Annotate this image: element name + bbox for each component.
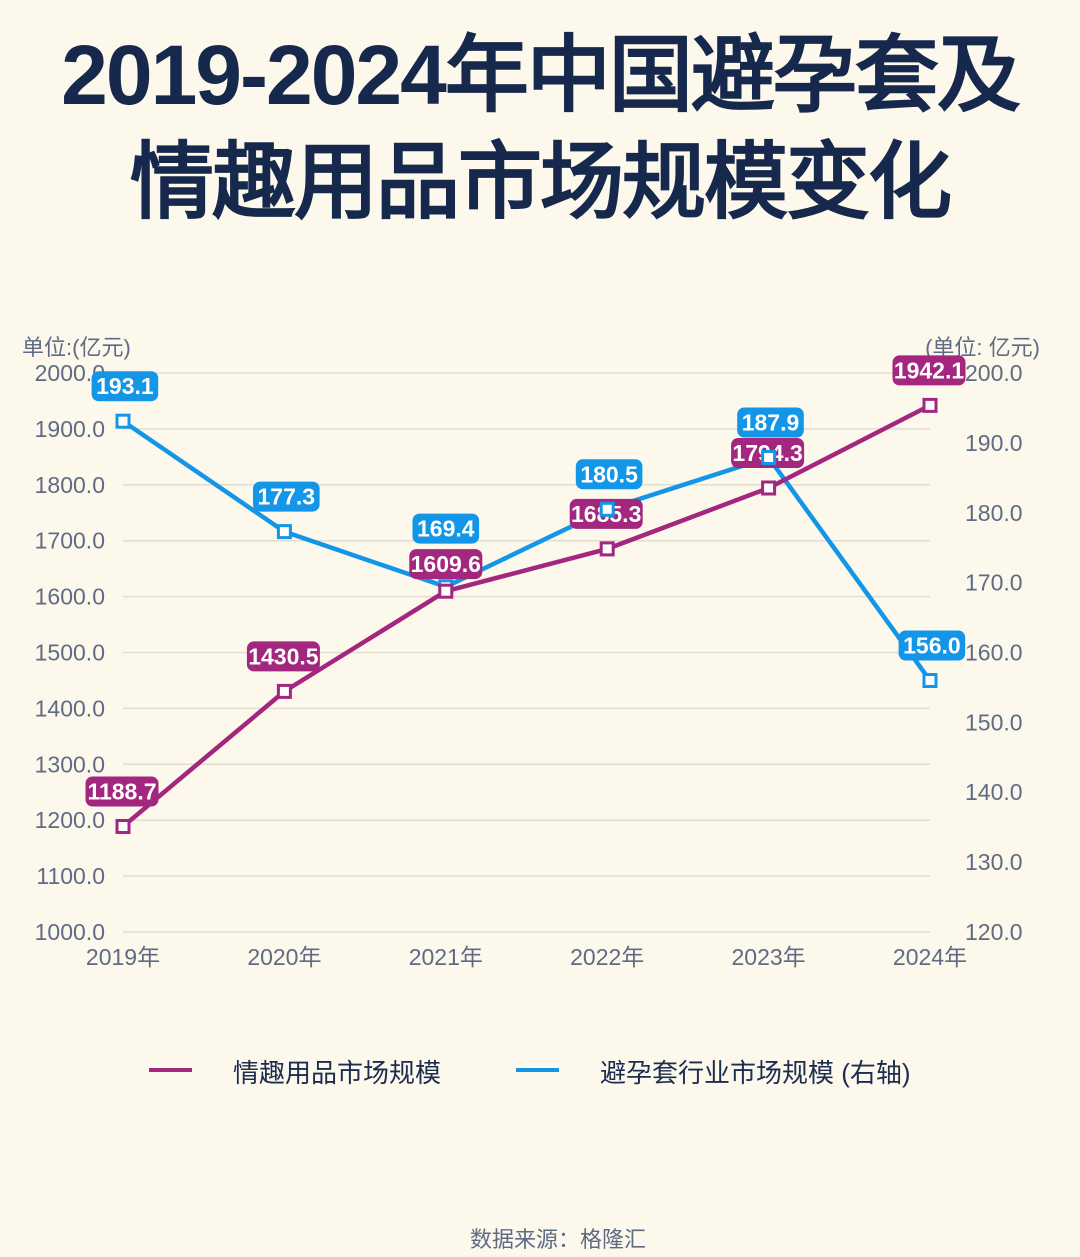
svg-text:180.5: 180.5 [580,461,638,487]
svg-text:180.0: 180.0 [965,500,1023,526]
svg-text:1430.5: 1430.5 [248,643,319,669]
svg-text:1200.0: 1200.0 [35,807,105,833]
svg-text:1800.0: 1800.0 [35,472,105,498]
svg-text:169.4: 169.4 [417,516,475,542]
svg-text:1700.0: 1700.0 [35,528,105,554]
svg-text:1900.0: 1900.0 [35,416,105,442]
svg-text:2021年: 2021年 [409,944,483,970]
svg-text:200.0: 200.0 [965,360,1023,386]
svg-text:156.0: 156.0 [903,633,961,659]
svg-text:2020年: 2020年 [247,944,321,970]
svg-text:1600.0: 1600.0 [35,584,105,610]
svg-text:160.0: 160.0 [965,640,1023,666]
svg-text:193.1: 193.1 [96,373,154,399]
svg-text:130.0: 130.0 [965,849,1023,875]
svg-text:190.0: 190.0 [965,430,1023,456]
svg-text:1500.0: 1500.0 [35,640,105,666]
svg-text:170.0: 170.0 [965,570,1023,596]
svg-text:1400.0: 1400.0 [35,695,105,721]
svg-text:1100.0: 1100.0 [36,863,105,889]
svg-text:1300.0: 1300.0 [35,751,105,777]
svg-text:1942.1: 1942.1 [894,357,965,383]
svg-text:2022年: 2022年 [570,944,644,970]
svg-text:140.0: 140.0 [965,779,1023,805]
svg-text:177.3: 177.3 [258,484,316,510]
svg-text:120.0: 120.0 [965,919,1023,945]
svg-text:2024年: 2024年 [893,944,967,970]
svg-text:2023年: 2023年 [732,944,806,970]
svg-text:150.0: 150.0 [965,709,1023,735]
svg-text:1000.0: 1000.0 [35,919,105,945]
svg-text:1609.6: 1609.6 [411,551,481,577]
svg-text:2019年: 2019年 [86,944,160,970]
svg-text:1188.7: 1188.7 [87,779,156,805]
svg-text:187.9: 187.9 [742,410,800,436]
svg-text:单位:(亿元): 单位:(亿元) [22,335,131,360]
